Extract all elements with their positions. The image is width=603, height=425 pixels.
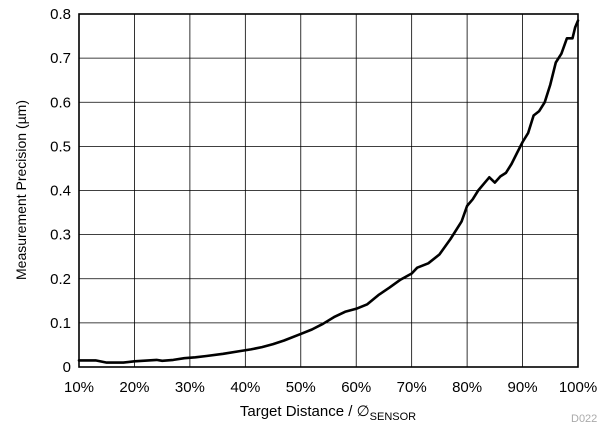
x-tick-label: 90% xyxy=(508,379,538,396)
y-tick-label: 0.4 xyxy=(50,183,71,200)
x-tick-label: 40% xyxy=(230,379,260,396)
plot-frame xyxy=(78,13,579,368)
x-tick-label: 50% xyxy=(286,379,316,396)
series-line xyxy=(77,19,580,364)
watermark: D022 xyxy=(571,413,597,425)
x-tick-label: 60% xyxy=(341,379,371,396)
x-tick-label: 20% xyxy=(119,379,149,396)
y-tick-label: 0.1 xyxy=(50,315,71,332)
y-axis-label: Measurement Precision (µm) xyxy=(13,100,29,280)
y-tick-label: 0.2 xyxy=(50,271,71,288)
x-tick-labels: 10% 20% 30% 40% 50% 60% 70% 80% 90% 100% xyxy=(64,379,597,396)
x-axis-label-subscript: SENSOR xyxy=(370,411,417,423)
y-tick-label: 0.3 xyxy=(50,227,71,244)
x-tick-label: 10% xyxy=(64,379,94,396)
x-tick-label: 30% xyxy=(175,379,205,396)
x-axis-label-main: Target Distance / ∅ xyxy=(240,403,370,420)
grid-lines xyxy=(78,13,579,368)
y-tick-label: 0.7 xyxy=(50,50,71,67)
x-tick-label: 70% xyxy=(397,379,427,396)
y-tick-label: 0 xyxy=(63,359,71,376)
x-tick-label: 100% xyxy=(559,379,597,396)
y-tick-labels: 0 0.1 0.2 0.3 0.4 0.5 0.6 0.7 0.8 xyxy=(50,6,71,376)
y-tick-label: 0.5 xyxy=(50,138,71,155)
y-tick-label: 0.6 xyxy=(50,94,71,111)
y-tick-label: 0.8 xyxy=(50,6,71,23)
x-tick-label: 80% xyxy=(452,379,482,396)
x-axis-label: Target Distance / ∅SENSOR xyxy=(240,403,416,423)
